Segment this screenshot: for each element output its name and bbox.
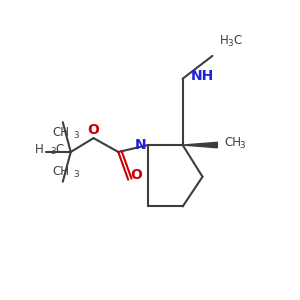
Text: 3: 3 xyxy=(74,170,79,179)
Text: H: H xyxy=(220,34,229,46)
Text: C: C xyxy=(55,142,63,155)
Text: CH: CH xyxy=(52,165,69,178)
Text: CH: CH xyxy=(224,136,241,148)
Text: 3: 3 xyxy=(227,38,233,47)
Text: 3: 3 xyxy=(50,148,56,157)
Text: CH: CH xyxy=(52,126,69,139)
Text: 3: 3 xyxy=(239,140,245,149)
Text: N: N xyxy=(134,138,146,152)
Text: H: H xyxy=(35,142,44,155)
Text: NH: NH xyxy=(190,69,214,83)
Text: O: O xyxy=(88,123,100,137)
Text: C: C xyxy=(233,34,242,46)
Text: 3: 3 xyxy=(74,130,79,140)
Polygon shape xyxy=(183,142,218,148)
Text: O: O xyxy=(130,168,142,182)
